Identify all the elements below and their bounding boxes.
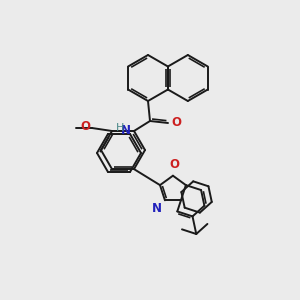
Text: O: O [169,158,179,171]
Text: H: H [116,123,124,133]
Text: O: O [80,121,90,134]
Text: N: N [121,124,131,136]
Text: O: O [171,116,181,130]
Text: N: N [152,202,162,215]
